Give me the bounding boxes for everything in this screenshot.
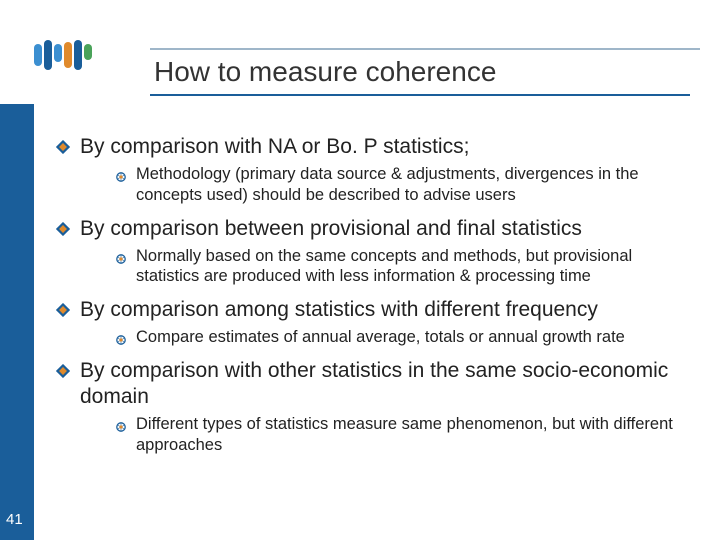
main-point: By comparison with NA or Bo. P statistic…	[56, 134, 690, 160]
diamond-icon	[56, 140, 70, 154]
diamond-icon	[56, 364, 70, 378]
page-number: 41	[6, 511, 23, 528]
circle-icon	[116, 251, 126, 261]
sub-point-text: Normally based on the same concepts and …	[136, 246, 690, 287]
content-area: By comparison with NA or Bo. P statistic…	[56, 134, 690, 466]
sub-point-text: Different types of statistics measure sa…	[136, 414, 690, 455]
sub-point-text: Methodology (primary data source & adjus…	[136, 164, 690, 205]
sub-point-text: Compare estimates of annual average, tot…	[136, 327, 625, 348]
main-point: By comparison with other statistics in t…	[56, 358, 690, 411]
logo-bar	[84, 44, 92, 60]
logo-bar	[74, 40, 82, 70]
sub-point: Different types of statistics measure sa…	[116, 414, 690, 455]
title-rule-bottom	[150, 94, 690, 96]
diamond-icon	[56, 303, 70, 317]
slide-title: How to measure coherence	[150, 50, 700, 94]
main-point: By comparison among statistics with diff…	[56, 297, 690, 323]
sub-point: Compare estimates of annual average, tot…	[116, 327, 690, 348]
circle-icon	[116, 419, 126, 429]
main-point-text: By comparison between provisional and fi…	[80, 216, 582, 242]
side-band	[0, 104, 34, 540]
main-point-text: By comparison among statistics with diff…	[80, 297, 598, 323]
circle-icon	[116, 169, 126, 179]
sub-point: Normally based on the same concepts and …	[116, 246, 690, 287]
title-block: How to measure coherence	[150, 48, 700, 96]
main-point-text: By comparison with other statistics in t…	[80, 358, 690, 411]
diamond-icon	[56, 222, 70, 236]
logo-bar	[34, 44, 42, 66]
logo-bar	[54, 44, 62, 62]
main-point: By comparison between provisional and fi…	[56, 216, 690, 242]
logo	[34, 40, 92, 70]
logo-bar	[64, 42, 72, 68]
circle-icon	[116, 332, 126, 342]
sub-point: Methodology (primary data source & adjus…	[116, 164, 690, 205]
main-point-text: By comparison with NA or Bo. P statistic…	[80, 134, 469, 160]
logo-bar	[44, 40, 52, 70]
